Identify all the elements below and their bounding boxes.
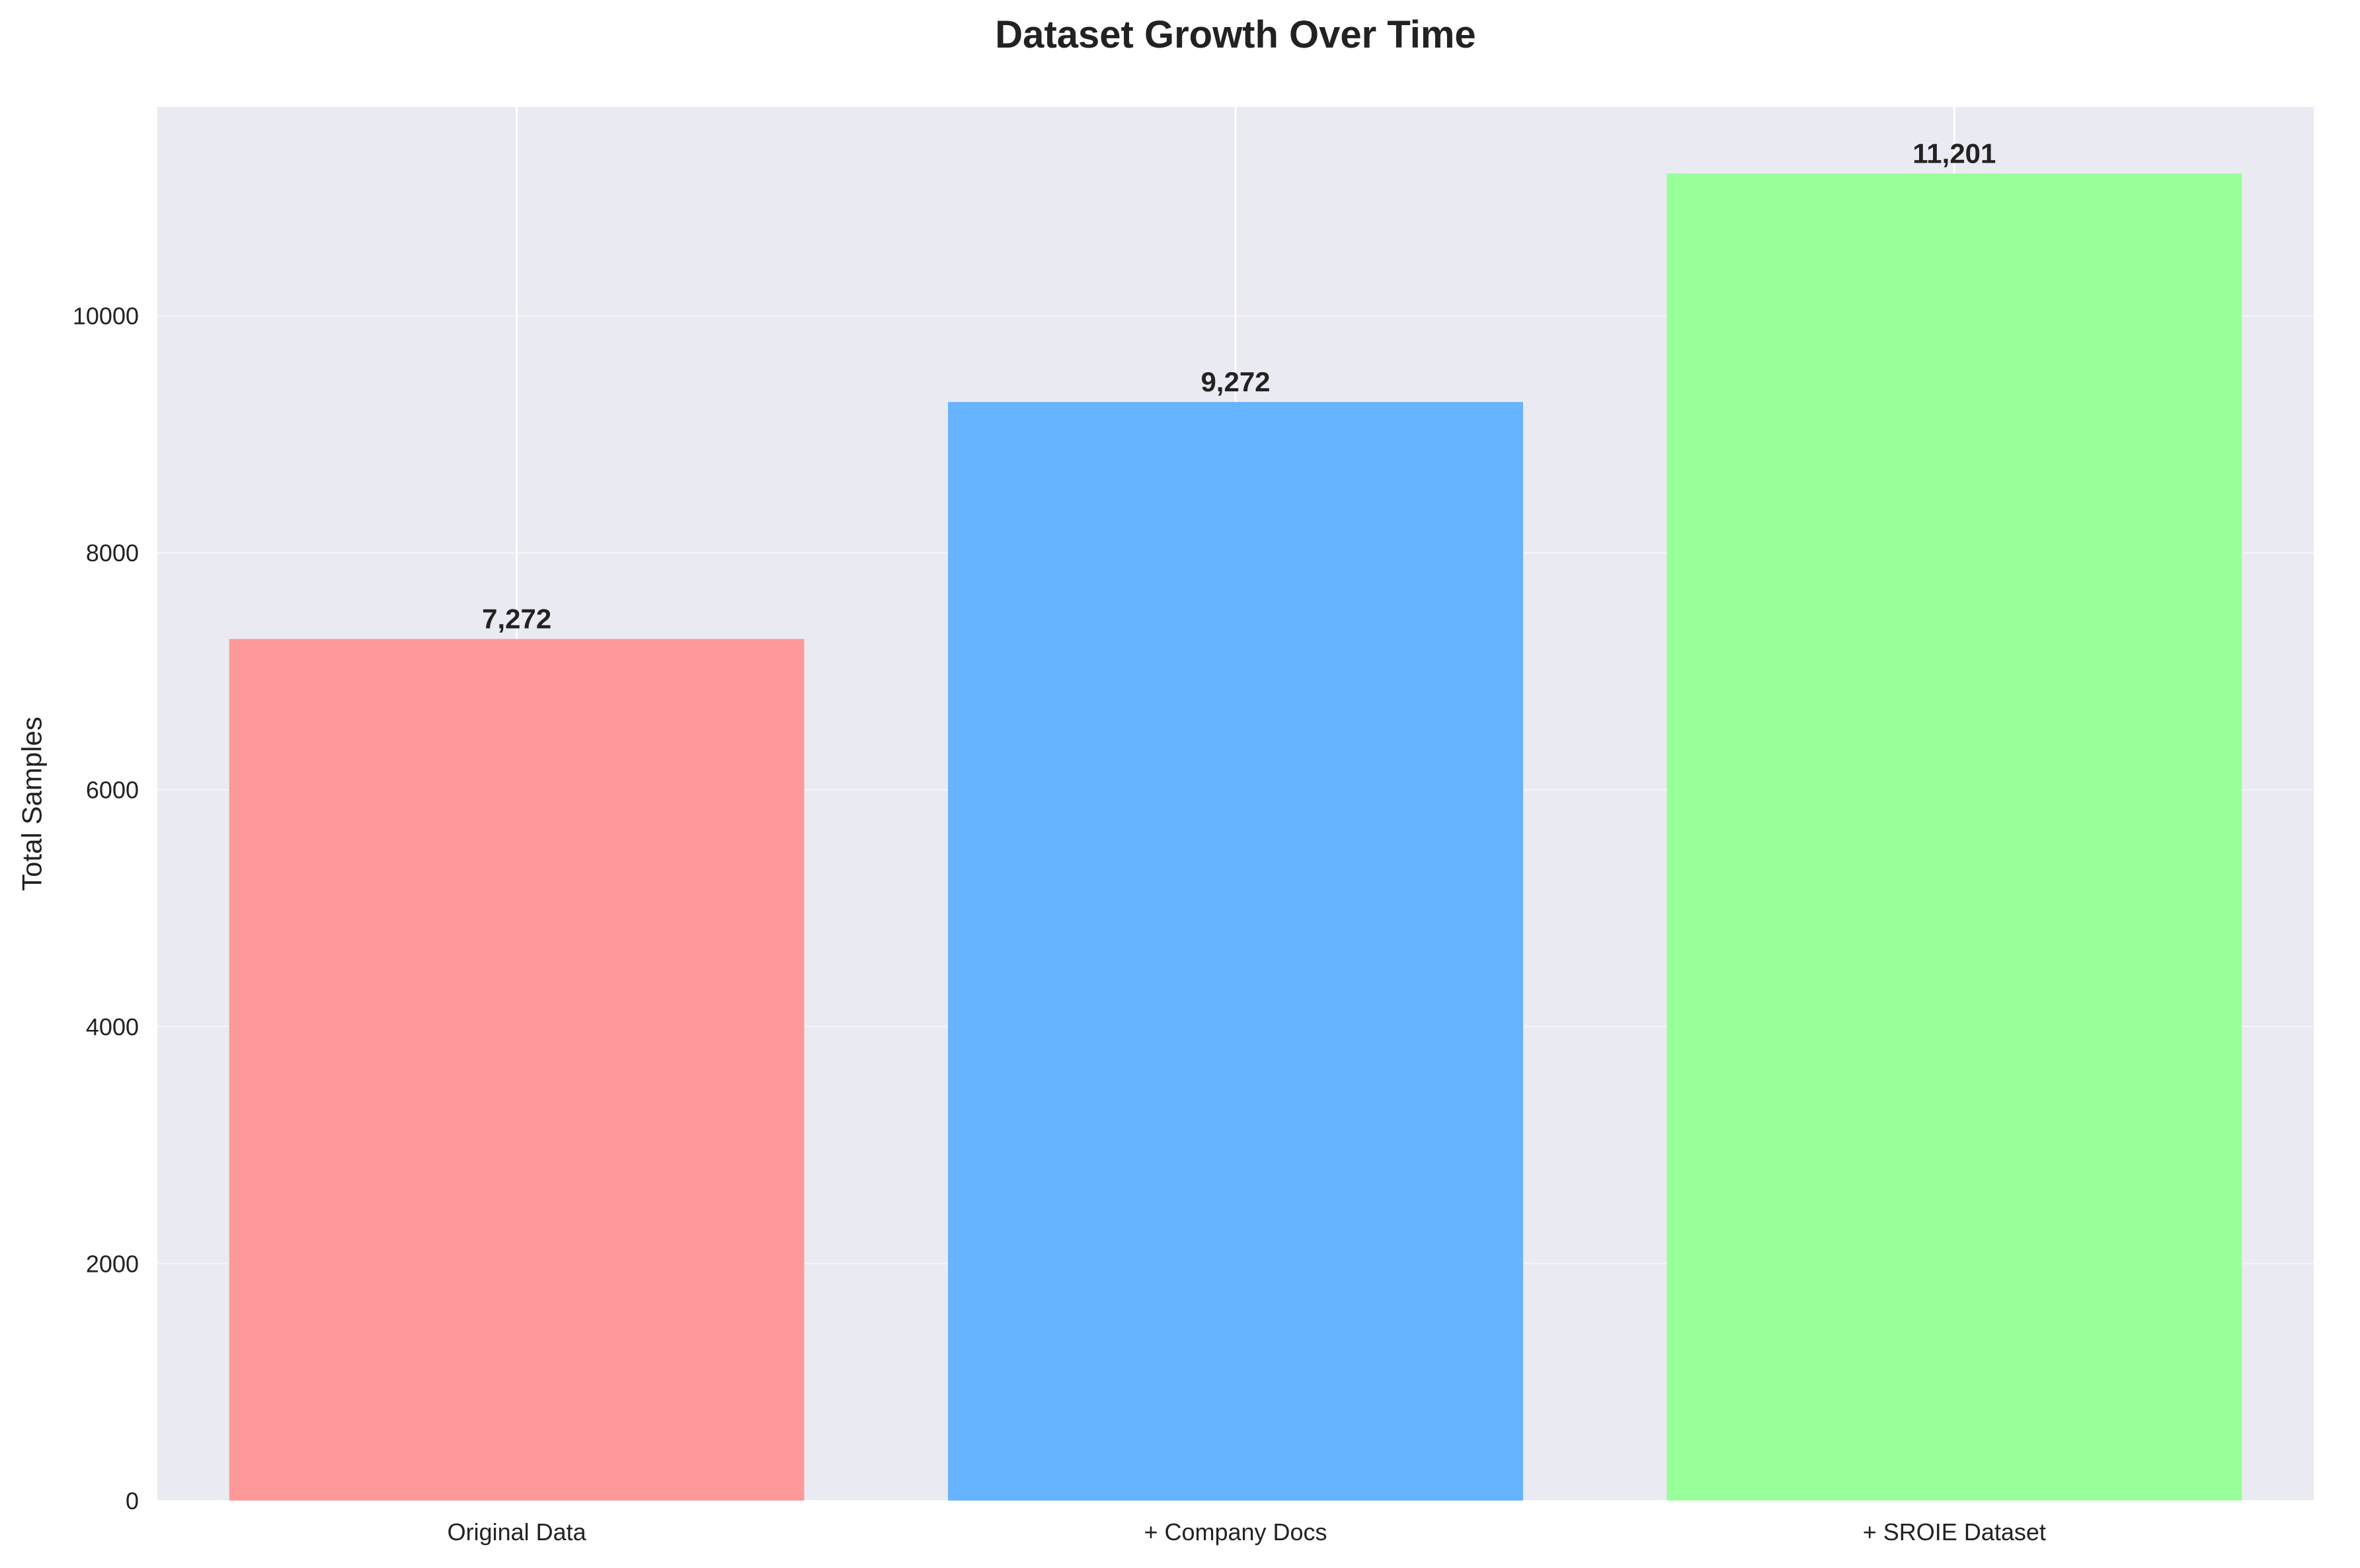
x-tick-label: + SROIE Dataset: [1863, 1518, 2046, 1546]
x-tick-label: + Company Docs: [1144, 1518, 1327, 1546]
bar: [948, 402, 1523, 1501]
y-tick-label: 2000: [86, 1251, 139, 1278]
y-tick-label: 6000: [86, 777, 139, 804]
bar-value-label: 9,272: [1200, 366, 1270, 397]
y-tick-label: 0: [126, 1487, 139, 1514]
chart-title: Dataset Growth Over Time: [995, 13, 1475, 56]
y-axis-label: Total Samples: [17, 717, 48, 891]
y-tick-label: 10000: [73, 303, 139, 330]
bar-value-label: 11,201: [1912, 137, 1996, 169]
x-axis-ticks: Original Data + Company Docs + SROIE Datas…: [448, 1518, 2046, 1546]
bar-value-label: 7,272: [482, 604, 551, 635]
x-tick-label: Original Data: [448, 1518, 587, 1546]
bar: [1667, 173, 2242, 1501]
bars: [229, 173, 2242, 1501]
y-tick-label: 4000: [86, 1013, 139, 1040]
y-axis-ticks: 0 2000 4000 6000 8000 10000: [73, 303, 139, 1514]
y-tick-label: 8000: [86, 539, 139, 567]
data-labels: 7,272 9,272 11,201: [482, 137, 1996, 634]
bar: [229, 639, 805, 1501]
